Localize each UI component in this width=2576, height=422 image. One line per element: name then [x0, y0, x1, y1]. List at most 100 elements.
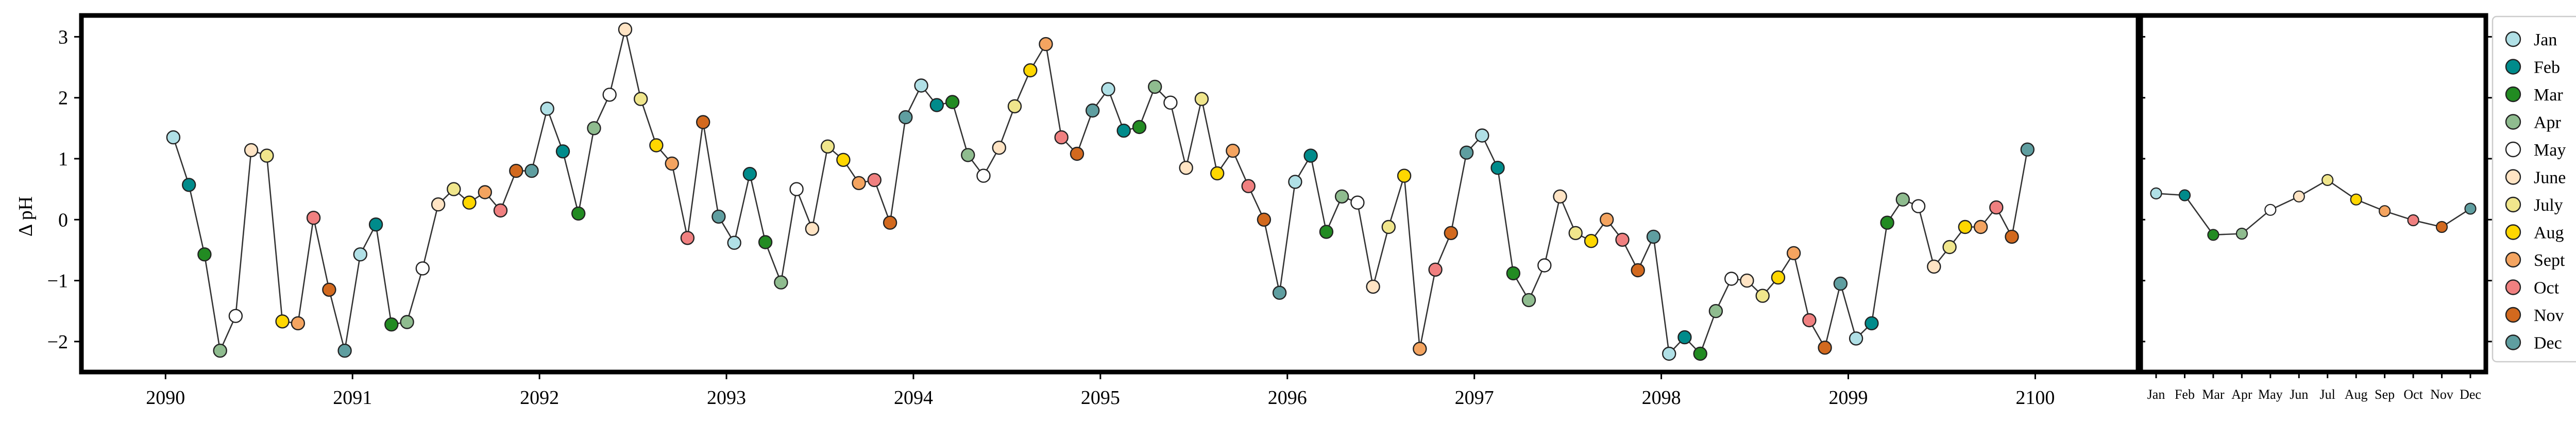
- data-point: [447, 182, 461, 196]
- y-tick-label: 0: [58, 209, 68, 231]
- data-point: [384, 317, 399, 332]
- data-point: [524, 163, 539, 178]
- monthly-point: [2264, 204, 2277, 216]
- data-point: [1677, 330, 1692, 345]
- data-point: [353, 247, 367, 262]
- data-point: [758, 235, 773, 249]
- monthly-x-tick-label: Mar: [2202, 387, 2225, 402]
- data-point: [1413, 342, 1427, 356]
- legend: Jan Feb Mar Apr May June July Aug Sept Oct Nov Dec: [2492, 15, 2576, 363]
- data-point: [820, 139, 835, 154]
- monthly-point: [2235, 227, 2248, 240]
- data-point: [1054, 130, 1069, 145]
- monthly-x-tick-label: Jun: [2290, 387, 2308, 402]
- legend-marker: [2505, 169, 2521, 185]
- main-plot-frame: [79, 13, 2141, 375]
- data-point: [400, 315, 414, 329]
- data-point: [1989, 200, 2004, 215]
- legend-marker: [2505, 196, 2521, 213]
- data-point: [1958, 220, 1973, 234]
- data-point: [1646, 229, 1661, 244]
- data-point: [1818, 341, 1832, 355]
- data-point: [275, 314, 290, 329]
- data-point: [509, 163, 523, 178]
- data-point: [166, 130, 181, 145]
- data-point: [1537, 258, 1552, 273]
- data-point: [1366, 279, 1380, 294]
- data-point: [1490, 161, 1505, 175]
- data-point: [836, 153, 851, 167]
- data-point: [665, 156, 679, 171]
- monthly-x-tick-label: Oct: [2403, 387, 2423, 402]
- legend-marker: [2505, 307, 2521, 323]
- data-point: [337, 343, 352, 358]
- data-point: [2020, 142, 2035, 157]
- data-point: [244, 143, 259, 158]
- data-point: [462, 195, 477, 210]
- monthly-x-tick-label: Jul: [2320, 387, 2335, 402]
- y-tick-label: 2: [58, 88, 68, 109]
- data-point: [1241, 179, 1256, 193]
- data-point: [228, 309, 243, 323]
- legend-label: June: [2534, 168, 2566, 188]
- data-point: [1599, 212, 1614, 227]
- data-point: [1553, 189, 1567, 204]
- data-point: [306, 211, 321, 225]
- data-point: [1880, 215, 1894, 230]
- data-point: [742, 166, 757, 181]
- data-point: [368, 217, 383, 232]
- data-point: [1132, 120, 1147, 134]
- data-point: [493, 203, 508, 218]
- data-point: [1802, 313, 1817, 328]
- data-point: [1350, 195, 1365, 210]
- monthly-x-tick-label: Jan: [2147, 387, 2165, 402]
- data-point: [774, 275, 788, 290]
- monthly-x-tick-label: Apr: [2231, 387, 2252, 402]
- data-point: [1475, 128, 1489, 143]
- monthly-point: [2350, 193, 2362, 206]
- data-point: [415, 261, 430, 276]
- data-point: [2005, 229, 2019, 244]
- main-time-series-panel: 2090 2091 2092 2093 2094 2095 2096 2097 2098 2099…: [47, 13, 2145, 409]
- data-point: [1070, 146, 1084, 161]
- x-tick-label: 2098: [1642, 387, 1681, 409]
- data-point: [587, 121, 601, 136]
- data-point: [182, 178, 196, 192]
- data-point: [1693, 346, 1707, 361]
- data-point: [1428, 262, 1443, 277]
- data-point: [867, 173, 882, 188]
- monthly-point: [2178, 189, 2191, 201]
- data-point: [1568, 226, 1583, 240]
- monthly-point: [2321, 174, 2334, 186]
- data-point: [961, 148, 975, 162]
- data-point: [540, 102, 554, 116]
- data-point: [1226, 143, 1240, 158]
- legend-marker: [2505, 279, 2521, 295]
- data-point: [680, 231, 695, 245]
- data-point: [1833, 276, 1848, 291]
- data-point: [1631, 263, 1645, 278]
- legend-marker: [2505, 59, 2521, 75]
- legend-marker: [2505, 141, 2521, 158]
- data-point: [1740, 273, 1754, 288]
- data-point: [1179, 161, 1193, 175]
- data-point: [1927, 259, 1941, 274]
- x-tick-label: 2096: [1268, 387, 1307, 409]
- monthly-point: [2207, 229, 2219, 241]
- data-point: [1895, 192, 1910, 207]
- y-tick-label: −1: [47, 271, 68, 292]
- data-point: [992, 141, 1007, 155]
- data-point: [197, 247, 212, 262]
- x-tick-label: 2094: [894, 387, 933, 409]
- data-point: [571, 206, 586, 221]
- x-tick-label: 2092: [520, 387, 559, 409]
- data-point: [805, 222, 820, 236]
- legend-marker: [2505, 224, 2521, 240]
- x-tick-label: 2090: [146, 387, 185, 409]
- x-tick-label: 2095: [1081, 387, 1120, 409]
- legend-marker: [2505, 114, 2521, 130]
- data-point: [1584, 234, 1599, 248]
- monthly-point: [2379, 205, 2391, 217]
- legend-label: Nov: [2534, 306, 2564, 325]
